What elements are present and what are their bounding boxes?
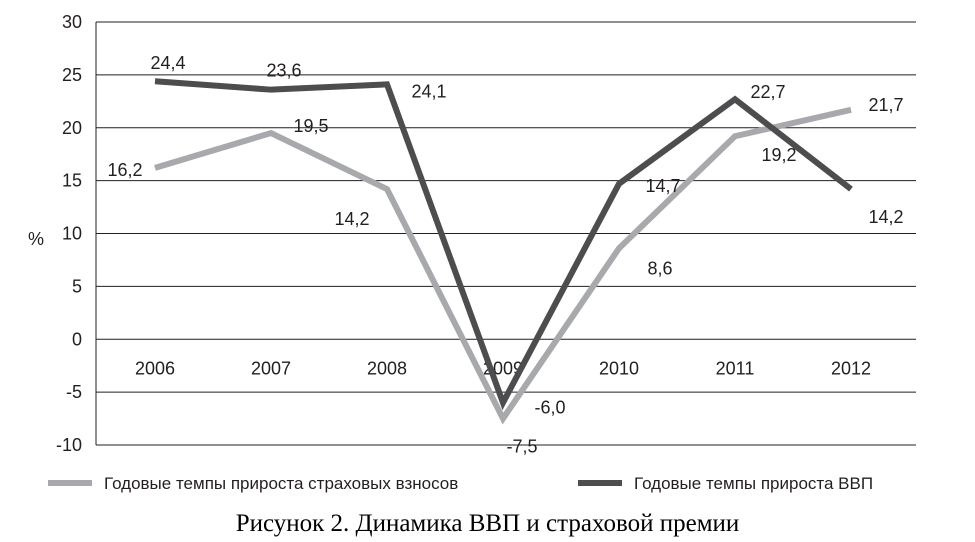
premium-data-label: 8,6 [647,258,672,278]
premium-data-label: 19,5 [293,116,328,136]
x-tick-label: 2008 [367,358,407,378]
x-tick-label: 2011 [716,358,755,378]
gdp-data-label: 14,7 [645,176,680,196]
grid-lines [95,21,916,446]
gdp-data-label: -6,0 [534,398,565,418]
y-tick-label: 20 [62,118,82,138]
legend: Годовые темпы прироста страховых взносов… [48,474,873,493]
y-tick-label: 10 [62,224,82,244]
y-tick-label: -10 [56,435,82,455]
premium-data-label: 16,2 [107,160,142,180]
y-axis-label: % [28,229,44,249]
premium-data-label: 19,2 [761,145,796,165]
y-tick-label: 25 [62,65,82,85]
gdp-data-label: 14,2 [868,207,903,227]
y-tick-label: 15 [62,171,82,191]
x-tick-label: 2010 [599,358,639,378]
premium-data-label: -7,5 [506,437,537,457]
gdp-data-label: 24,4 [150,53,185,73]
gdp-series-line [154,78,853,411]
data-labels: 16,2 19,5 14,2 -7,5 8,6 19,2 21,7 24,4 23,6 24,1 -… [107,53,903,456]
x-axis-ticks: 2006 2007 2008 2009 2010 2011 2012 [135,358,871,378]
x-tick-label: 2012 [831,358,871,378]
y-tick-label: 0 [72,329,82,349]
series-lines [154,78,853,425]
gdp-data-label: 22,7 [750,82,785,102]
x-tick-label: 2006 [135,358,175,378]
gdp-data-label: 24,1 [411,81,446,101]
y-tick-label: -5 [66,382,82,402]
legend-label-gdp: Годовые темпы прироста ВВП [634,474,873,493]
y-tick-label: 5 [72,276,82,296]
x-tick-label: 2007 [251,358,291,378]
premium-data-label: 14,2 [334,209,369,229]
y-tick-label: 30 [62,12,82,32]
y-axis-ticks: 30 25 20 15 10 5 0 -5 -10 [56,12,82,455]
gdp-data-label: 23,6 [266,61,301,81]
legend-label-premium: Годовые темпы прироста страховых взносов [104,474,458,493]
premium-data-label: 21,7 [868,95,903,115]
premium-series-line [154,106,852,425]
figure-caption: Рисунок 2. Динамика ВВП и страховой прем… [235,510,740,537]
